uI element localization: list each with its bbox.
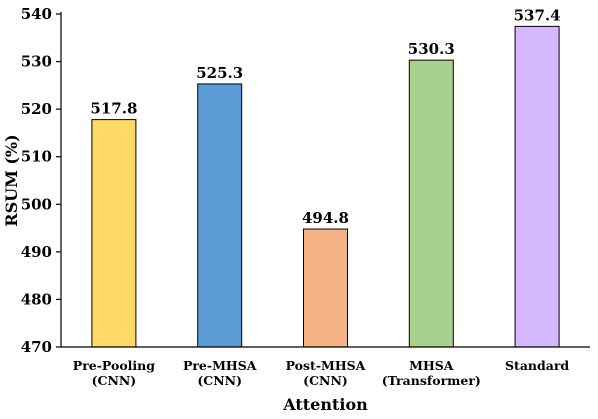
data-label: 517.8 [90,100,137,118]
x-axis-title: Attention [282,395,368,414]
data-label: 537.4 [514,6,561,24]
bar [303,228,348,348]
x-category-label: Standard [505,358,569,373]
x-category-label: Post-MHSA [286,358,366,373]
bar [514,25,560,348]
y-tick-label: 470 [21,338,52,356]
y-tick-label: 510 [21,148,52,166]
data-label: 494.8 [302,209,349,227]
bar [408,59,454,348]
bar [91,119,137,348]
x-category-label: Pre-MHSA [183,358,257,373]
x-category-label: (CNN) [303,373,348,388]
data-label: 525.3 [196,64,243,82]
y-tick-label: 480 [21,290,52,308]
x-axis-category-labels: Pre-Pooling(CNN)Pre-MHSA(CNN)Post-MHSA(C… [73,358,570,388]
y-axis-title: RSUM (%) [2,134,21,226]
y-tick-label: 490 [21,243,52,261]
y-tick-label: 500 [21,195,52,213]
y-tick-label: 520 [21,100,52,118]
x-category-label: MHSA [409,358,454,373]
bars-group [91,25,560,348]
y-tick-label: 540 [21,5,52,23]
x-category-label: (Transformer) [382,373,481,388]
x-category-label: Pre-Pooling [73,358,155,373]
y-axis-ticks: 470 480 490 500 510 520 530 540 [21,5,61,356]
y-tick-label: 530 [21,53,52,71]
data-label: 530.3 [408,40,455,58]
data-labels-group: 517.8 525.3 494.8 530.3 537.4 [90,6,560,227]
x-category-label: (CNN) [92,373,137,388]
bar [197,83,243,348]
x-category-label: (CNN) [197,373,242,388]
